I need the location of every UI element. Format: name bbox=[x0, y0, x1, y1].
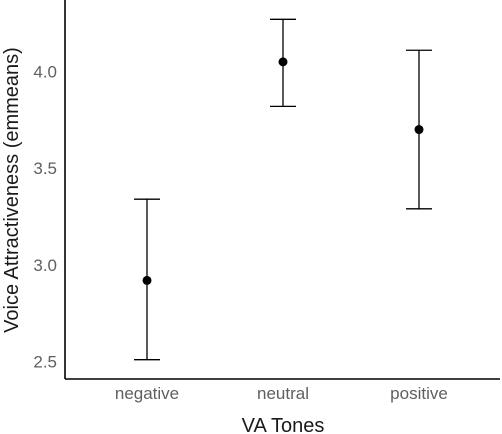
y-tick-label: 3.5 bbox=[33, 159, 57, 178]
mean-point bbox=[142, 275, 152, 285]
x-tick-label: negative bbox=[115, 384, 179, 403]
mean-point bbox=[414, 125, 424, 135]
error-bars bbox=[134, 18, 432, 361]
y-tick-label: 2.5 bbox=[33, 353, 57, 372]
y-tick-labels: 2.5 3.0 3.5 4.0 bbox=[33, 63, 57, 372]
x-tick-label: positive bbox=[390, 384, 448, 403]
x-tick-labels: negative neutral positive bbox=[115, 384, 448, 403]
x-axis-title: VA Tones bbox=[242, 415, 325, 434]
y-axis-title: Voice Attractiveness (emmeans) bbox=[1, 47, 23, 333]
y-tick-label: 4.0 bbox=[33, 63, 57, 82]
y-tick-label: 3.0 bbox=[33, 256, 57, 275]
x-tick-label: neutral bbox=[257, 384, 309, 403]
data-points bbox=[142, 57, 424, 285]
mean-point bbox=[278, 57, 288, 67]
